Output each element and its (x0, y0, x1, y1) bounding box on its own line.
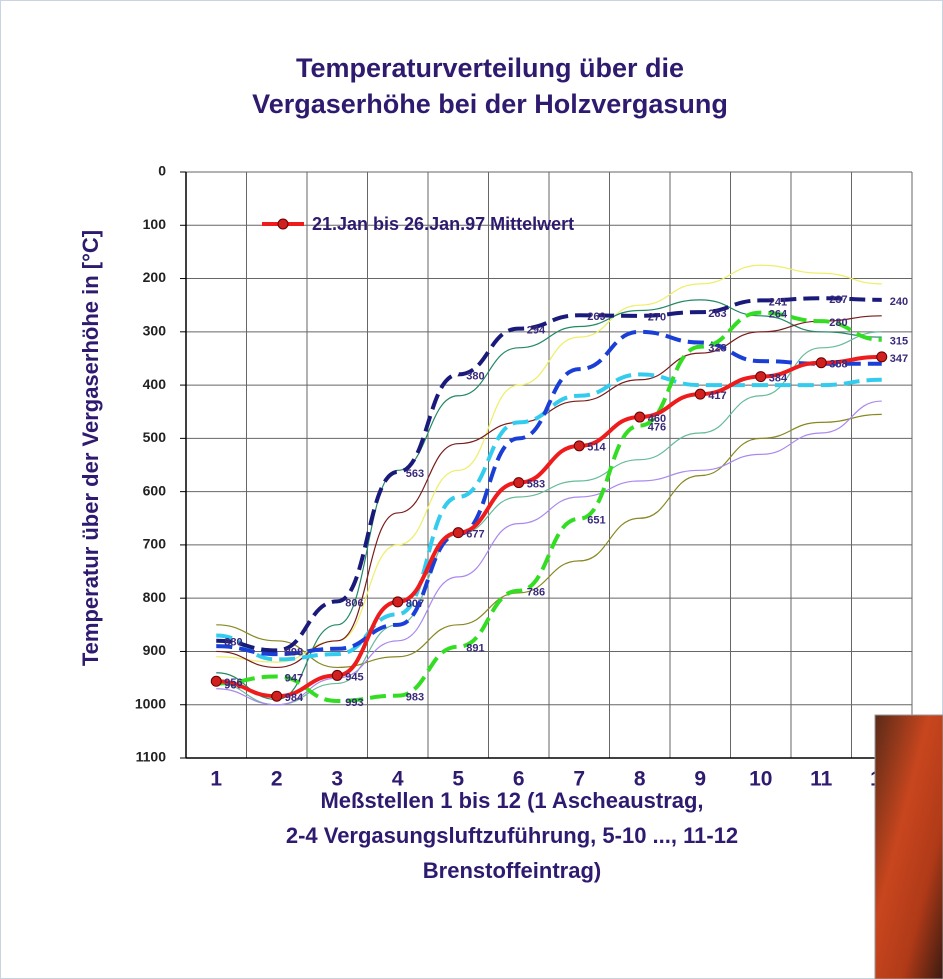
x-tick-label: 3 (331, 768, 343, 791)
value-label: 460 (648, 413, 666, 425)
point (453, 528, 463, 538)
x-tick-label: 7 (573, 768, 585, 791)
value-label: 384 (769, 372, 788, 384)
value-label: 898 (285, 646, 303, 658)
y-tick-label: 100 (143, 216, 167, 232)
value-label: 677 (466, 529, 484, 541)
point (877, 352, 887, 362)
value-label: 280 (829, 317, 847, 329)
value-label: 347 (890, 353, 908, 365)
y-tick-label: 200 (143, 269, 167, 285)
chart-title: Temperaturverteilung über die (296, 53, 684, 83)
y-tick-label: 800 (143, 589, 167, 605)
point (332, 670, 342, 680)
value-label: 806 (345, 597, 363, 609)
value-label: 984 (285, 692, 304, 704)
value-label: 270 (648, 312, 666, 324)
value-label: 563 (406, 468, 424, 480)
y-tick-label: 400 (143, 376, 167, 392)
point (695, 389, 705, 399)
value-label: 264 (769, 309, 788, 321)
x-tick-label: 2 (271, 768, 283, 791)
y-tick-label: 600 (143, 482, 167, 498)
point (816, 358, 826, 368)
x-axis-title: 2-4 Vergasungsluftzuführung, 5-10 ..., 1… (286, 823, 738, 848)
y-tick-label: 500 (143, 429, 167, 445)
value-label: 891 (466, 643, 484, 655)
chart: Temperaturverteilung über die Vergaserhöh… (0, 0, 943, 979)
value-label: 880 (224, 637, 242, 649)
value-label: 328 (708, 343, 726, 355)
x-tick-label: 11 (810, 768, 833, 791)
x-axis-title: Brenstoffeintrag) (423, 858, 601, 883)
x-tick-label: 8 (634, 768, 646, 791)
y-tick-label: 700 (143, 536, 167, 552)
value-label: 380 (466, 370, 484, 382)
value-label: 956 (224, 677, 242, 689)
y-axis-title: Temperatur über der Vergaserhöhe in [°C] (78, 230, 103, 666)
value-label: 269 (587, 311, 605, 323)
point (574, 441, 584, 451)
value-label: 786 (527, 587, 545, 599)
value-label: 315 (890, 336, 908, 348)
value-label: 237 (829, 294, 847, 306)
value-label: 294 (527, 325, 546, 337)
value-label: 807 (406, 598, 424, 610)
value-label: 417 (708, 390, 726, 402)
value-label: 993 (345, 697, 363, 709)
value-label: 583 (527, 478, 545, 490)
point (635, 412, 645, 422)
value-label: 240 (890, 296, 908, 308)
y-tick-label: 900 (143, 642, 167, 658)
photo (875, 715, 943, 979)
value-label: 651 (587, 515, 605, 527)
x-tick-label: 6 (513, 768, 525, 791)
value-label: 947 (285, 672, 303, 684)
point (211, 676, 221, 686)
point (272, 691, 282, 701)
value-label: 945 (345, 671, 363, 683)
x-tick-label: 5 (452, 768, 464, 791)
point (756, 372, 766, 382)
y-tick-label: 0 (158, 163, 166, 179)
legend-marker (278, 219, 288, 229)
y-tick-label: 1000 (135, 695, 166, 711)
x-tick-label: 4 (392, 768, 404, 791)
y-tick-label: 300 (143, 323, 167, 339)
chart-title: Vergaserhöhe bei der Holzvergasung (252, 89, 728, 119)
value-label: 241 (769, 296, 787, 308)
point (514, 478, 524, 488)
value-label: 358 (829, 359, 847, 371)
x-tick-label: 10 (749, 768, 772, 791)
legend-label: 21.Jan bis 26.Jan.97 Mittelwert (312, 214, 574, 234)
value-label: 514 (587, 442, 606, 454)
x-axis-title: Meßstellen 1 bis 12 (1 Ascheaustrag, (320, 788, 703, 813)
point (393, 597, 403, 607)
y-tick-label: 1100 (136, 749, 167, 765)
x-tick-label: 1 (210, 768, 222, 791)
x-tick-label: 9 (694, 768, 706, 791)
value-label: 983 (406, 692, 424, 704)
value-label: 263 (708, 308, 726, 320)
